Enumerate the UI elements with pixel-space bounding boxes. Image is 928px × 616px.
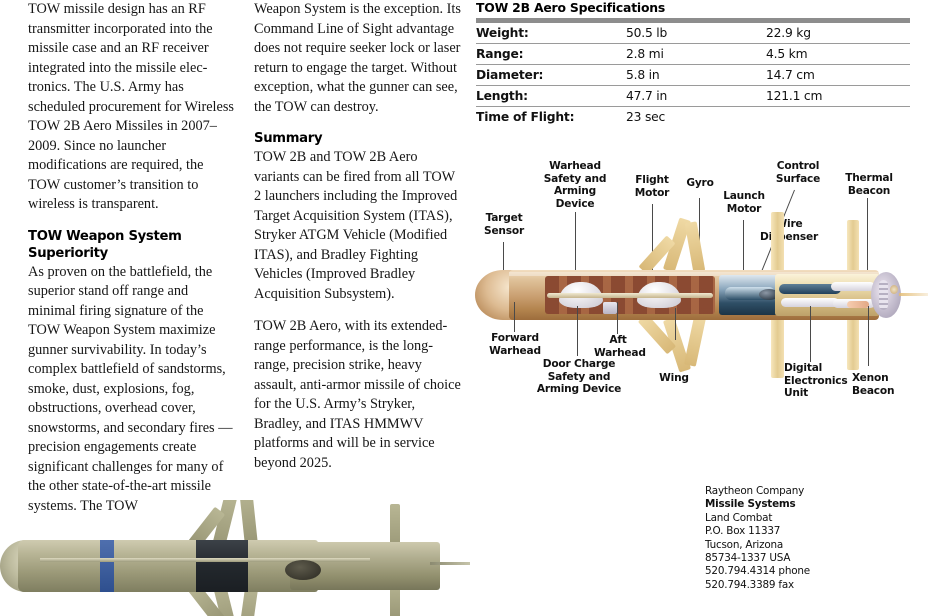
text-column-1: TOW missile design has an RF transmitter… xyxy=(28,0,236,529)
photo-rail xyxy=(40,558,370,562)
spec-imperial: 47.7 in xyxy=(626,85,766,107)
spec-label: Range: xyxy=(476,43,626,65)
wire-dispenser-tube xyxy=(781,298,839,307)
leader-line-warhead-safety xyxy=(575,212,576,280)
diagram-label-door-charge-safety-arming-device: Door Charge Safety and Arming Device xyxy=(536,358,622,396)
launch-motor-wire-dispenser-section xyxy=(775,274,880,316)
spec-imperial: 50.5 lb xyxy=(626,23,766,44)
spec-label: Diameter: xyxy=(476,64,626,86)
leader-line-aft-warhead xyxy=(617,302,618,334)
leader-line-thermal-beacon xyxy=(867,198,868,284)
table-row: Time of Flight: 23 sec xyxy=(476,107,910,128)
specifications-title: TOW 2B Aero Specifications xyxy=(476,0,666,15)
leader-line-launch-motor xyxy=(743,220,744,282)
spec-imperial: 23 sec xyxy=(626,110,666,124)
spec-imperial: 5.8 in xyxy=(626,64,766,86)
specifications-table: Weight: 50.5 lb 22.9 kg Range: 2.8 mi 4.… xyxy=(476,23,910,127)
diagram-label-xenon-beacon: Xenon Beacon xyxy=(852,372,895,397)
address-line-phone: 520.794.4314 phone xyxy=(705,565,810,578)
diagram-label-control-surface: Control Surface xyxy=(775,160,821,185)
diagram-label-flight-motor: Flight Motor xyxy=(634,174,670,199)
leader-line-forward-warhead xyxy=(514,302,515,332)
address-line: Raytheon Company xyxy=(705,485,805,497)
warhead-section-cutaway xyxy=(545,276,715,314)
paragraph: TOW missile design has an RF transmitter… xyxy=(28,1,234,212)
spec-label: Time of Flight: xyxy=(476,110,575,124)
paragraph: Weapon System is the exception. Its Comm… xyxy=(254,1,461,115)
leader-line-wing xyxy=(675,308,676,340)
leader-line-digital-electronics-unit xyxy=(810,306,811,362)
missile-cutaway-artwork xyxy=(475,212,928,378)
section-heading-superiority: TOW Weapon System Superiority xyxy=(28,228,182,261)
diagram-label-wire-dispenser: Wire Dispenser xyxy=(760,218,818,243)
address-line-division: Missile Systems xyxy=(705,498,796,511)
photo-body xyxy=(18,540,318,592)
paragraph: TOW 2B Aero, with its extended-range per… xyxy=(254,318,461,471)
spec-metric xyxy=(766,107,910,128)
table-row: Length: 47.7 in 121.1 cm xyxy=(476,85,910,107)
diagram-label-warhead-safety-arming-device: Warhead Safety and Arming Device xyxy=(543,160,607,210)
section-heading-summary: Summary xyxy=(254,131,323,146)
text-column-2: Weapon System is the exception. Its Comm… xyxy=(254,0,462,486)
table-header-rule xyxy=(476,18,910,23)
company-address-block: Raytheon Company Missile Systems Land Co… xyxy=(705,485,905,592)
address-line: Tucson, Arizona xyxy=(705,538,784,551)
flight-motor-and-gyro-section xyxy=(719,275,781,315)
leader-line-target-sensor xyxy=(503,242,504,282)
missile-cutaway-diagram: Target Sensor Warhead Safety and Arming … xyxy=(470,150,928,430)
photo-blue-band xyxy=(100,540,114,592)
diagram-label-thermal-beacon: Thermal Beacon xyxy=(845,172,893,197)
leader-line-flight-motor xyxy=(652,204,653,280)
photo-probe xyxy=(430,562,470,565)
diagram-label-digital-electronics-unit: Digital Electronics Unit xyxy=(784,362,848,400)
specifications-block: TOW 2B Aero Specifications Weight: 50.5 … xyxy=(476,0,910,127)
diagram-label-gyro: Gyro xyxy=(686,177,714,189)
spec-metric: 14.7 cm xyxy=(766,64,910,86)
photo-tail-fin xyxy=(390,580,400,616)
table-row: Diameter: 5.8 in 14.7 cm xyxy=(476,64,910,86)
photo-tail-fin xyxy=(390,504,400,552)
spec-metric: 121.1 cm xyxy=(766,85,910,107)
leader-line-door-charge xyxy=(577,306,578,356)
address-line: Land Combat xyxy=(705,511,773,524)
launch-motor-tube xyxy=(779,284,841,294)
address-line-fax: 520.794.3389 fax xyxy=(705,578,794,591)
spec-metric: 22.9 kg xyxy=(766,23,910,44)
diagram-label-launch-motor: Launch Motor xyxy=(723,190,765,215)
diagram-label-aft-warhead: Aft Warhead xyxy=(594,334,646,359)
photo-dark-section xyxy=(196,540,248,592)
leader-line-xenon-beacon xyxy=(868,306,869,366)
electronics-tube xyxy=(831,282,875,291)
diagram-label-wing: Wing xyxy=(659,372,689,384)
table-row: Range: 2.8 mi 4.5 km xyxy=(476,43,910,65)
wing-fin xyxy=(684,221,706,273)
paragraph: TOW 2B and TOW 2B Aero variants can be f… xyxy=(254,149,458,302)
diagram-label-forward-warhead: Forward Warhead xyxy=(489,332,541,357)
spec-imperial: 2.8 mi xyxy=(626,43,766,65)
spec-label: Weight: xyxy=(476,23,626,44)
spec-metric: 4.5 km xyxy=(766,43,910,65)
spec-label: Length: xyxy=(476,85,626,107)
address-line: 85734-1337 USA xyxy=(705,552,791,565)
missile-photograph xyxy=(0,500,470,616)
paragraph: As proven on the battlefield, the superi… xyxy=(28,263,233,514)
table-row: Weight: 50.5 lb 22.9 kg xyxy=(476,23,910,44)
missile-tail-endcap xyxy=(871,272,901,318)
photo-oval-port xyxy=(285,560,321,580)
address-line: P.O. Box 11337 xyxy=(705,525,781,538)
diagram-label-target-sensor: Target Sensor xyxy=(484,212,524,237)
wing-fin xyxy=(683,315,707,367)
